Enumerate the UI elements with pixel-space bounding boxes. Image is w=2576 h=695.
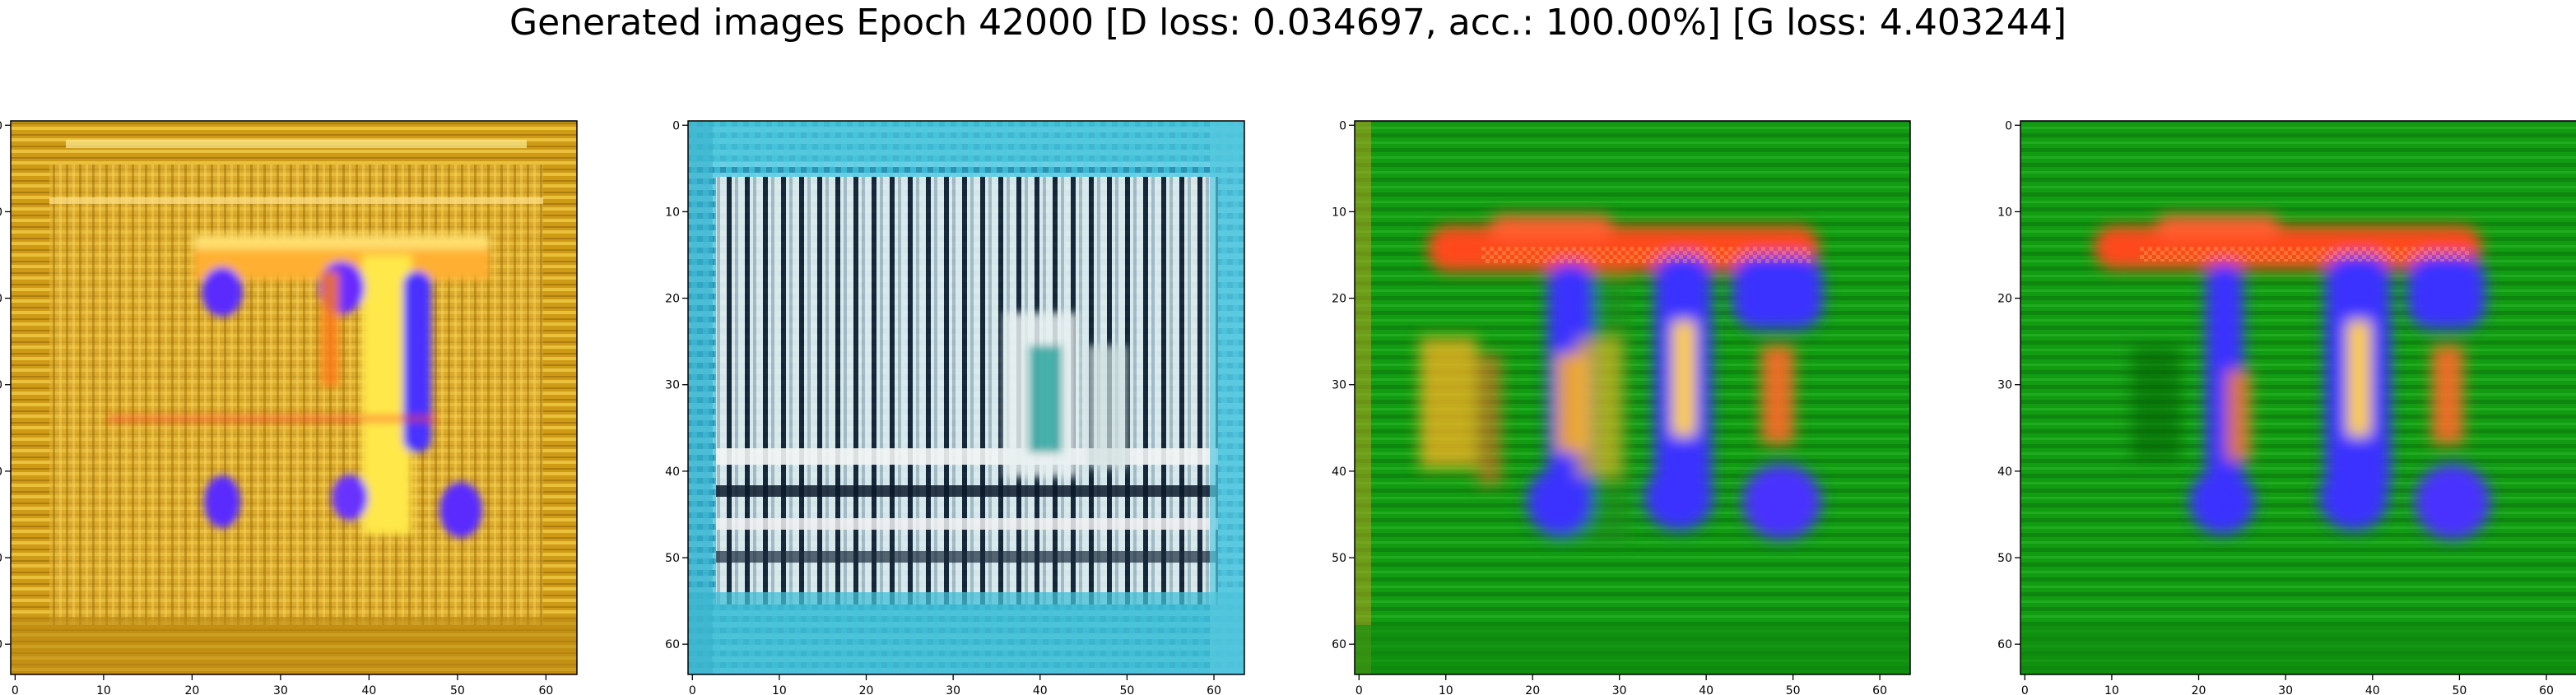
panel-2-image [688, 121, 1244, 674]
panel-2-ytick-label: 20 [665, 293, 680, 306]
figure-title: Generated images Epoch 42000 [D loss: 0.… [509, 2, 2067, 44]
panel-2-ytick-label: 10 [665, 206, 680, 219]
panel-1-ytick-label: 50 [0, 552, 2, 565]
panel-4-image [2020, 121, 2576, 674]
panel-4-ytick-label: 50 [1997, 552, 2012, 565]
panel-1-image [11, 121, 577, 674]
panel-2-ytick-label: 50 [665, 552, 680, 565]
panel-4-ytick-label: 60 [1997, 638, 2012, 651]
panel-4 [2020, 121, 2576, 674]
panel-4-ytick-label: 10 [1997, 206, 2012, 219]
panel-1-ytick-label: 20 [0, 293, 2, 306]
panel-2-xtick-label: 20 [859, 684, 874, 695]
panel-3-ytick-label: 30 [1332, 379, 1346, 392]
panel-4-xtick-label: 30 [2278, 684, 2293, 695]
panel-1-ytick-label: 10 [0, 206, 2, 219]
panel-3-frame [1354, 120, 1911, 675]
panel-2 [688, 121, 1244, 674]
panel-2-xtick-label: 50 [1119, 684, 1134, 695]
panel-2-ytick-label: 30 [665, 379, 680, 392]
panel-4-xtick-label: 10 [2104, 684, 2119, 695]
panel-2-ytick-label: 60 [665, 638, 680, 651]
panel-1-ytick-label: 30 [0, 379, 2, 392]
panel-4-ytick-label: 30 [1997, 379, 2012, 392]
panel-4-xtick-label: 20 [2192, 684, 2206, 695]
panel-3-ytick-label: 50 [1332, 552, 1346, 565]
panel-4-xtick-label: 50 [2452, 684, 2467, 695]
panel-1-xtick-label: 60 [538, 684, 553, 695]
panel-2-xtick-label: 60 [1207, 684, 1221, 695]
panel-4-xtick-label: 60 [2539, 684, 2554, 695]
panel-3-xtick-label: 40 [1699, 684, 1713, 695]
panel-1-ytick-label: 40 [0, 466, 2, 479]
axis-ticks: 0 10 20 30 40 50 60 0 10 20 30 40 50 60 0 10 20 30 40 50 60 0… [0, 119, 2554, 695]
panel-1-xtick-label: 0 [12, 684, 19, 695]
panel-3-xtick-label: 20 [1525, 684, 1540, 695]
panel-4-frame [2020, 120, 2576, 675]
panel-3-image [1355, 121, 1910, 674]
panel-1-xtick-label: 40 [361, 684, 376, 695]
panel-2-xtick-label: 30 [946, 684, 960, 695]
panel-1-xtick-label: 10 [96, 684, 111, 695]
panel-3-ytick-label: 10 [1332, 206, 1346, 219]
panel-2-xtick-label: 40 [1033, 684, 1048, 695]
panel-1-xtick-label: 30 [273, 684, 288, 695]
panel-4-ytick-label: 0 [2005, 119, 2012, 132]
panel-3-xtick-label: 30 [1612, 684, 1627, 695]
panel-2-ytick-label: 40 [665, 466, 680, 479]
panel-4-ytick-label: 20 [1997, 293, 2012, 306]
panel-4-xtick-label: 40 [2365, 684, 2380, 695]
panel-1 [11, 121, 577, 674]
panel-3-xtick-label: 60 [1872, 684, 1887, 695]
panel-3-ytick-label: 60 [1332, 638, 1346, 651]
panel-1-xtick-label: 50 [450, 684, 465, 695]
panel-1-ytick-label: 0 [0, 119, 2, 132]
panel-4-xtick-label: 0 [2021, 684, 2029, 695]
panel-2-ytick-label: 0 [672, 119, 680, 132]
panel-3-xtick-label: 50 [1786, 684, 1801, 695]
panel-3 [1355, 121, 1910, 674]
panel-1-frame [10, 120, 578, 675]
panel-1-ytick-label: 60 [0, 638, 2, 651]
panel-2-xtick-label: 0 [689, 684, 696, 695]
panel-2-xtick-label: 10 [772, 684, 787, 695]
panel-3-xtick-label: 10 [1439, 684, 1453, 695]
panel-3-xtick-label: 0 [1355, 684, 1363, 695]
panel-3-ytick-label: 20 [1332, 293, 1346, 306]
panel-1-xtick-label: 20 [184, 684, 199, 695]
panel-3-ytick-label: 40 [1332, 466, 1346, 479]
panel-4-ytick-label: 40 [1997, 466, 2012, 479]
panel-3-ytick-label: 0 [1339, 119, 1346, 132]
panel-2-frame [687, 120, 1245, 675]
